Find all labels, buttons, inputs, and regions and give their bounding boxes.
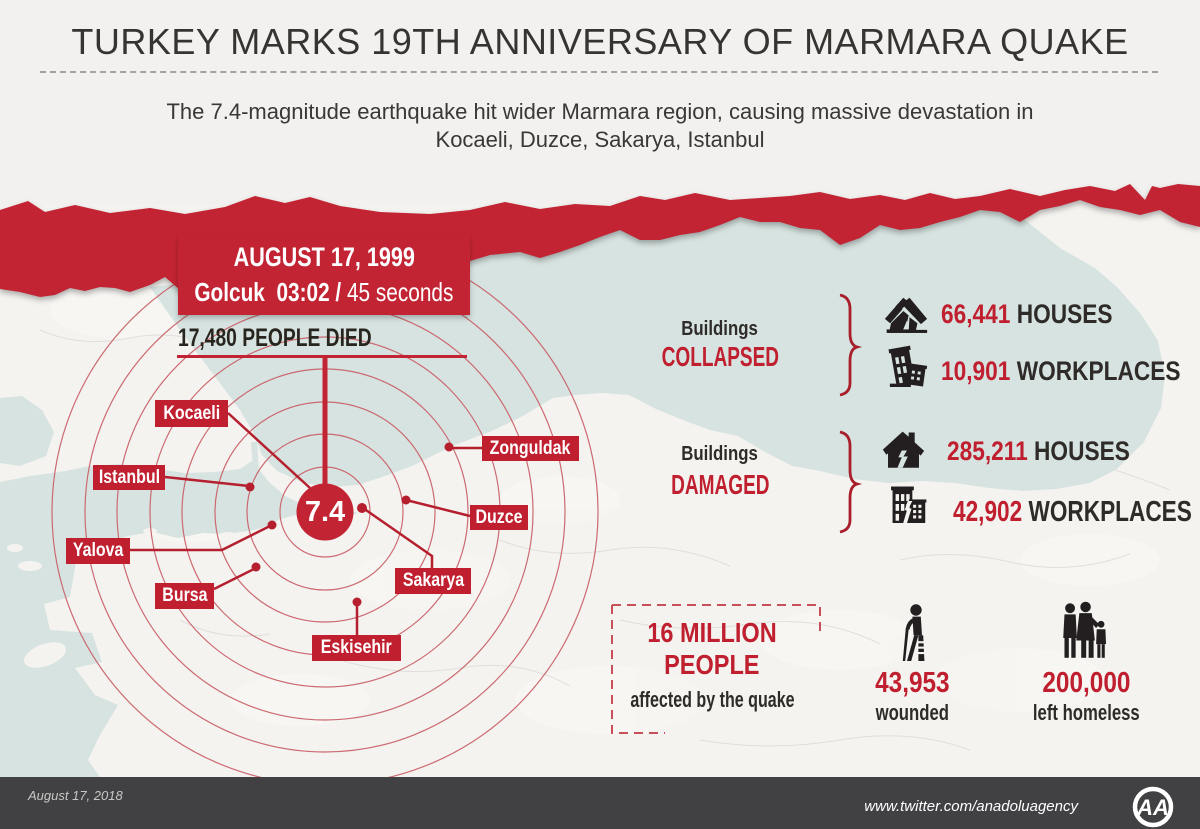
- svg-text:AA: AA: [1136, 795, 1169, 820]
